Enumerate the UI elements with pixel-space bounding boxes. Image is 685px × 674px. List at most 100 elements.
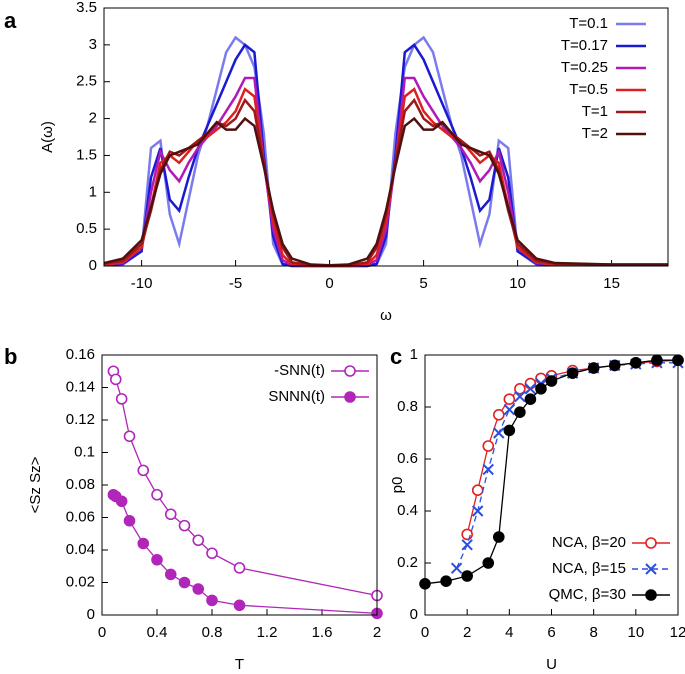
legend-label: T=0.1 <box>569 15 608 32</box>
panel-label: c <box>390 344 402 369</box>
marker <box>178 519 191 532</box>
x-tick-label: 4 <box>505 624 513 641</box>
marker <box>164 508 177 521</box>
marker <box>115 393 128 405</box>
marker <box>503 424 516 437</box>
marker <box>514 390 526 403</box>
x-tick-label: 0.4 <box>147 624 168 641</box>
marker <box>206 594 218 607</box>
marker <box>535 382 547 395</box>
x-tick-label: 10 <box>509 275 526 292</box>
marker <box>651 354 663 367</box>
marker <box>164 568 177 581</box>
marker <box>137 537 150 550</box>
y-tick-label: 0.06 <box>66 508 95 525</box>
y-tick-label: 1 <box>410 346 418 363</box>
x-tick-label: 1.2 <box>257 624 278 641</box>
marker <box>233 562 246 574</box>
legend-marker <box>344 365 356 377</box>
x-tick-label: -5 <box>229 275 242 292</box>
marker <box>461 539 473 551</box>
marker <box>461 570 473 582</box>
marker <box>492 408 505 421</box>
marker <box>123 514 136 527</box>
x-tick-label: 0 <box>421 624 429 641</box>
marker <box>192 583 205 595</box>
y-tick-label: 0.08 <box>66 476 95 493</box>
legend-label: T=0.5 <box>569 81 608 98</box>
legend-marker <box>645 537 657 549</box>
legend-label: T=2 <box>582 125 608 142</box>
y-tick-label: 0.4 <box>397 502 418 519</box>
y-tick-label: 1.5 <box>76 146 97 163</box>
marker <box>587 362 600 374</box>
y-axis-label: p0 <box>389 477 406 494</box>
x-tick-label: 5 <box>419 275 427 292</box>
marker <box>178 576 191 589</box>
x-tick-label: 12 <box>670 624 685 641</box>
y-tick-label: 0.12 <box>66 411 95 428</box>
marker <box>450 562 463 574</box>
x-tick-label: 15 <box>603 275 620 292</box>
marker <box>192 534 205 547</box>
y-tick-label: 0.16 <box>66 346 95 363</box>
marker <box>630 356 642 369</box>
plot-frame <box>424 354 679 616</box>
legend-label: T=0.17 <box>561 37 608 54</box>
x-tick-label: 2 <box>463 624 471 641</box>
legend-marker <box>645 563 657 575</box>
x-tick-label: -10 <box>131 275 153 292</box>
x-tick-label: 8 <box>589 624 597 641</box>
series-line <box>456 362 678 569</box>
marker <box>151 488 163 501</box>
marker <box>503 403 516 416</box>
marker <box>471 484 484 497</box>
marker <box>151 553 163 566</box>
panel-label: b <box>4 344 17 369</box>
y-tick-label: 0 <box>410 606 418 623</box>
marker <box>472 505 484 517</box>
y-tick-label: 0.02 <box>66 573 95 590</box>
legend-label: -SNN(t) <box>274 362 325 379</box>
y-tick-label: 0.8 <box>397 398 418 415</box>
y-axis-label: <Sz Sz> <box>27 456 44 513</box>
marker <box>482 440 495 452</box>
y-tick-label: 0 <box>87 606 95 623</box>
x-tick-label: 0 <box>98 624 106 641</box>
y-tick-label: 0 <box>89 257 97 274</box>
y-tick-label: 0.6 <box>397 450 418 467</box>
plot-frame <box>103 7 669 267</box>
y-tick-label: 3.5 <box>76 0 97 16</box>
legend-marker <box>344 391 356 403</box>
y-tick-label: 0.5 <box>76 220 97 237</box>
series-line <box>103 116 668 267</box>
series-line <box>466 359 679 535</box>
y-tick-label: 1 <box>89 183 97 200</box>
legend-label: T=1 <box>582 103 608 120</box>
y-tick-label: 2 <box>89 110 97 127</box>
x-tick-label: 2 <box>373 624 381 641</box>
y-tick-label: 0.04 <box>66 541 95 558</box>
marker <box>524 393 537 406</box>
marker <box>461 528 473 541</box>
marker <box>440 575 452 588</box>
panel-label: a <box>4 8 17 33</box>
x-axis-label: U <box>546 656 557 673</box>
series-line <box>424 359 678 585</box>
x-tick-label: 0 <box>325 275 333 292</box>
marker <box>137 464 150 477</box>
y-tick-label: 0.14 <box>66 378 95 395</box>
marker <box>492 531 505 543</box>
x-tick-label: 0.8 <box>202 624 223 641</box>
marker <box>115 495 128 508</box>
marker <box>514 382 526 395</box>
x-tick-label: 6 <box>547 624 555 641</box>
marker <box>524 383 537 395</box>
legend-marker <box>645 589 657 601</box>
x-axis-label: T <box>235 656 244 673</box>
marker <box>233 599 246 612</box>
y-axis-label: A(ω) <box>39 121 56 153</box>
marker <box>206 547 218 560</box>
y-tick-label: 2.5 <box>76 73 97 90</box>
marker <box>482 463 494 476</box>
